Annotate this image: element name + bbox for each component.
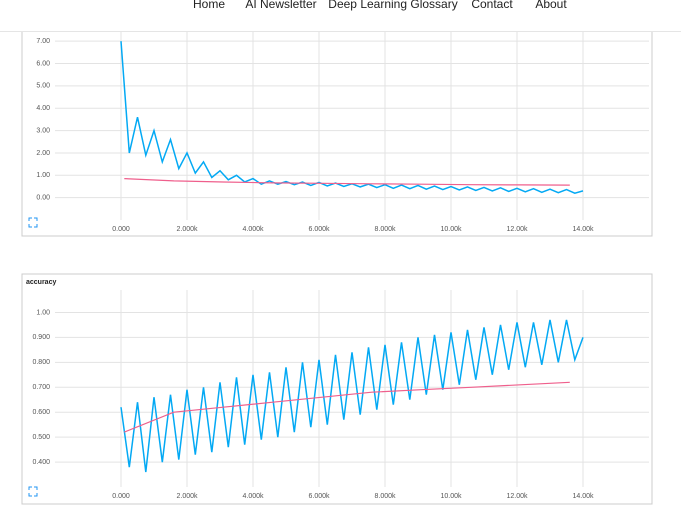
nav-link[interactable]: AI Newsletter xyxy=(245,0,316,11)
x-tick-label: 8.000k xyxy=(374,493,396,500)
x-tick-label: 4.000k xyxy=(242,226,264,233)
x-tick-label: 0.000 xyxy=(112,493,130,500)
y-tick-label: 3.00 xyxy=(36,127,50,134)
y-tick-label: 1.00 xyxy=(36,309,50,316)
nav-link[interactable]: About xyxy=(535,0,567,11)
x-tick-label: 12.00k xyxy=(506,226,528,233)
y-tick-label: 0.500 xyxy=(32,434,50,441)
x-tick-label: 8.000k xyxy=(374,226,396,233)
series-line xyxy=(124,178,570,186)
panel xyxy=(21,29,653,237)
expand-icon[interactable] xyxy=(28,486,38,497)
y-tick-label: 7.00 xyxy=(36,38,50,45)
expand-icon[interactable] xyxy=(28,217,38,228)
series-line xyxy=(124,381,570,433)
x-tick-label: 14.00k xyxy=(572,226,594,233)
y-tick-label: 0.600 xyxy=(32,409,50,416)
x-tick-label: 6.000k xyxy=(308,493,330,500)
nav-bar xyxy=(0,0,681,31)
x-tick-label: 6.000k xyxy=(308,226,330,233)
y-tick-label: 5.00 xyxy=(36,83,50,90)
nav-link[interactable]: Home xyxy=(193,0,225,11)
x-tick-label: 2.000k xyxy=(176,226,198,233)
x-tick-label: 10.00k xyxy=(440,226,462,233)
series-line xyxy=(120,319,584,473)
nav-link[interactable]: Contact xyxy=(471,0,513,11)
y-tick-label: 1.00 xyxy=(36,172,50,179)
chart-title: accuracy xyxy=(26,279,56,286)
x-tick-label: 2.000k xyxy=(176,493,198,500)
panel xyxy=(21,273,653,505)
y-tick-label: 0.00 xyxy=(36,194,50,201)
y-tick-label: 0.700 xyxy=(32,384,50,391)
x-tick-label: 4.000k xyxy=(242,493,264,500)
nav: Home AI Newsletter Deep Learning Glossar… xyxy=(193,0,567,11)
x-tick-label: 14.00k xyxy=(572,493,594,500)
y-tick-label: 0.400 xyxy=(32,459,50,466)
x-tick-label: 0.000 xyxy=(112,226,130,233)
y-tick-label: 0.800 xyxy=(32,359,50,366)
y-tick-label: 6.00 xyxy=(36,60,50,67)
nav-link[interactable]: Deep Learning Glossary xyxy=(328,0,457,11)
x-tick-label: 12.00k xyxy=(506,493,528,500)
y-tick-label: 2.00 xyxy=(36,150,50,157)
y-tick-label: 0.900 xyxy=(32,334,50,341)
x-tick-label: 10.00k xyxy=(440,493,462,500)
y-tick-label: 4.00 xyxy=(36,105,50,112)
